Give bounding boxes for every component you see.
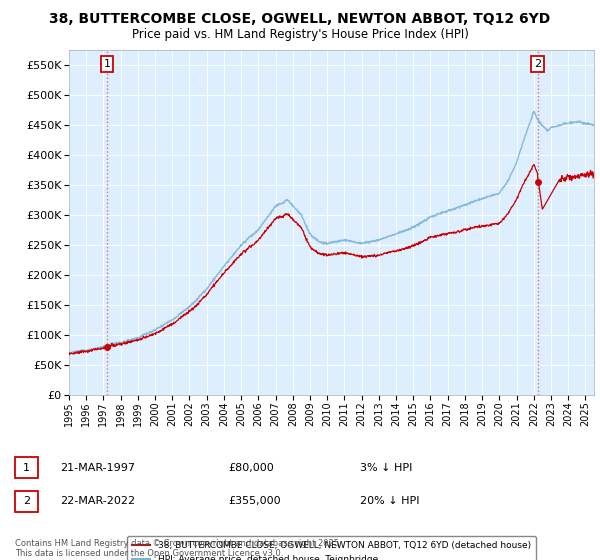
Text: 21-MAR-1997: 21-MAR-1997: [60, 463, 135, 473]
Text: £355,000: £355,000: [228, 496, 281, 506]
Text: 20% ↓ HPI: 20% ↓ HPI: [360, 496, 419, 506]
Text: 38, BUTTERCOMBE CLOSE, OGWELL, NEWTON ABBOT, TQ12 6YD: 38, BUTTERCOMBE CLOSE, OGWELL, NEWTON AB…: [49, 12, 551, 26]
Text: 3% ↓ HPI: 3% ↓ HPI: [360, 463, 412, 473]
Text: 1: 1: [23, 463, 30, 473]
Text: 1: 1: [104, 59, 111, 69]
Text: 2: 2: [23, 496, 30, 506]
Text: Price paid vs. HM Land Registry's House Price Index (HPI): Price paid vs. HM Land Registry's House …: [131, 28, 469, 41]
Text: 2: 2: [534, 59, 541, 69]
Legend: 38, BUTTERCOMBE CLOSE, OGWELL, NEWTON ABBOT, TQ12 6YD (detached house), HPI: Ave: 38, BUTTERCOMBE CLOSE, OGWELL, NEWTON AB…: [127, 536, 536, 560]
Text: Contains HM Land Registry data © Crown copyright and database right 2025.
This d: Contains HM Land Registry data © Crown c…: [15, 539, 341, 558]
Text: £80,000: £80,000: [228, 463, 274, 473]
Text: 22-MAR-2022: 22-MAR-2022: [60, 496, 135, 506]
